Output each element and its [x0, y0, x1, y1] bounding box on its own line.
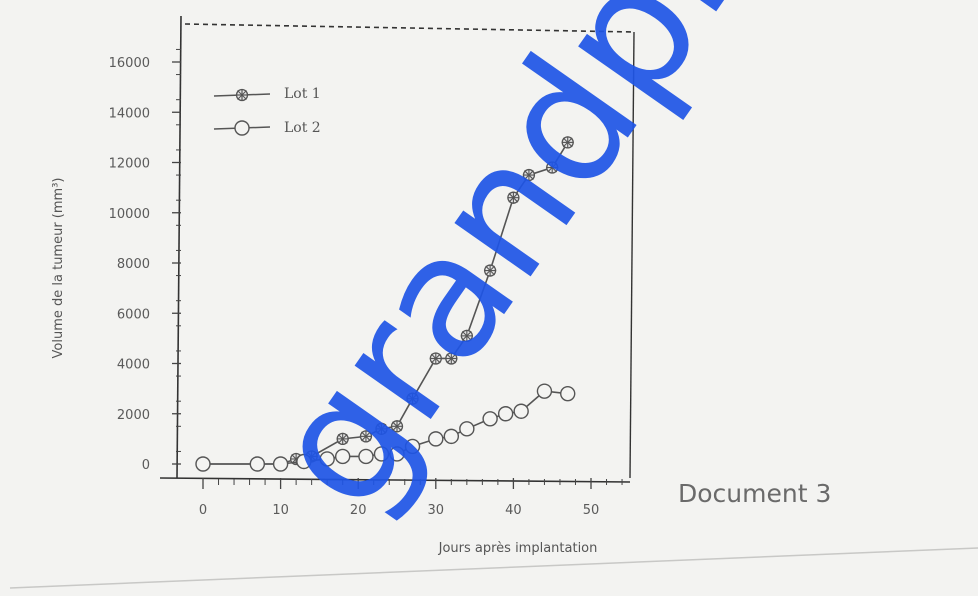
- data-point-lot1: [406, 392, 419, 405]
- data-point-lot2: [358, 448, 374, 465]
- data-point-lot2: [319, 451, 335, 467]
- y-axis-label: Volume de la tumeur (mm³): [51, 178, 66, 359]
- legend-marker-lot1-star: [235, 88, 249, 102]
- star-marker-ray: [446, 353, 457, 364]
- star-marker-ray: [361, 431, 371, 442]
- data-point-lot2: [497, 406, 514, 422]
- data-point-lot2: [404, 438, 421, 455]
- y-tick-label: 10000: [109, 207, 150, 222]
- watermark-text: grandprof: [231, 0, 875, 544]
- x-axis-line: [159, 477, 631, 483]
- data-point-lot2: [443, 428, 460, 445]
- document-label: Document 3: [678, 479, 831, 508]
- data-point-lot1: [460, 329, 473, 343]
- data-point-lot2: [195, 456, 211, 472]
- data-point-lot2: [459, 421, 475, 437]
- star-marker-ray: [485, 265, 496, 276]
- legend-marker-lot2-circle: [234, 120, 250, 136]
- data-point-lot2: [373, 446, 390, 462]
- data-point-lot1: [429, 352, 442, 365]
- y-tick-label: 4000: [117, 358, 150, 373]
- y-tick-label: 8000: [117, 257, 150, 272]
- y-tick-label: 14000: [109, 106, 150, 121]
- x-tick-label: 50: [583, 503, 600, 518]
- x-tick-label: 20: [350, 503, 367, 518]
- data-point-lot2: [560, 385, 576, 402]
- data-point-lot2: [334, 448, 351, 465]
- legend-label-lot1: Lot 1: [284, 86, 321, 102]
- legend: Lot 1 Lot 2: [213, 86, 321, 136]
- data-point-lot1: [390, 420, 404, 433]
- star-marker-ray: [376, 423, 387, 434]
- data-point-lot1: [561, 136, 574, 149]
- data-point-lot1: [483, 264, 497, 277]
- plot-frame-top: [184, 23, 635, 33]
- y-axis-line: [176, 15, 182, 479]
- data-point-lot1: [445, 352, 458, 365]
- series-layer: [195, 136, 576, 472]
- data-point-lot1: [522, 168, 536, 182]
- star-marker-ray: [407, 393, 418, 404]
- star-marker-ray: [547, 162, 558, 173]
- star-marker-ray: [392, 421, 402, 432]
- scan-edge-line: [9, 547, 978, 589]
- data-point-lot2: [272, 456, 289, 472]
- x-axis-ticks: 0 10 20 30 40 50: [199, 478, 623, 518]
- x-tick-label: 0: [199, 503, 207, 518]
- star-marker-ray: [430, 353, 441, 364]
- x-tick-label: 40: [505, 503, 522, 518]
- data-point-lot2: [428, 431, 444, 447]
- data-point-lot2: [536, 383, 553, 399]
- data-point-lot2: [513, 403, 529, 419]
- plot-frame-right: [629, 31, 635, 479]
- y-tick-label: 6000: [117, 307, 150, 322]
- y-tick-label: 0: [142, 458, 150, 473]
- data-point-lot2: [296, 453, 312, 470]
- y-axis-ticks: 0 2000 4000 6000 8000 10000 12000 14000 16000: [109, 48, 181, 473]
- x-tick-label: 10: [272, 503, 289, 518]
- data-point-lot2: [482, 411, 498, 427]
- star-marker-ray: [508, 192, 519, 203]
- y-tick-label: 12000: [109, 157, 150, 172]
- y-tick-label: 2000: [117, 408, 150, 423]
- x-tick-label: 30: [428, 503, 445, 518]
- data-point-lot1: [507, 191, 520, 204]
- data-point-lot1: [336, 432, 349, 446]
- star-marker-ray: [524, 170, 534, 180]
- data-point-lot1: [546, 161, 559, 174]
- data-point-lot2: [389, 446, 405, 462]
- x-axis-label: Jours après implantation: [438, 541, 598, 556]
- star-marker-ray: [562, 137, 573, 148]
- data-point-lot2: [249, 456, 266, 472]
- data-point-lot1: [359, 430, 373, 443]
- y-tick-label: 16000: [109, 56, 150, 71]
- legend-label-lot2: Lot 2: [284, 120, 321, 136]
- star-marker-ray: [461, 330, 472, 341]
- star-marker-ray: [337, 433, 348, 444]
- data-point-lot1: [375, 422, 388, 435]
